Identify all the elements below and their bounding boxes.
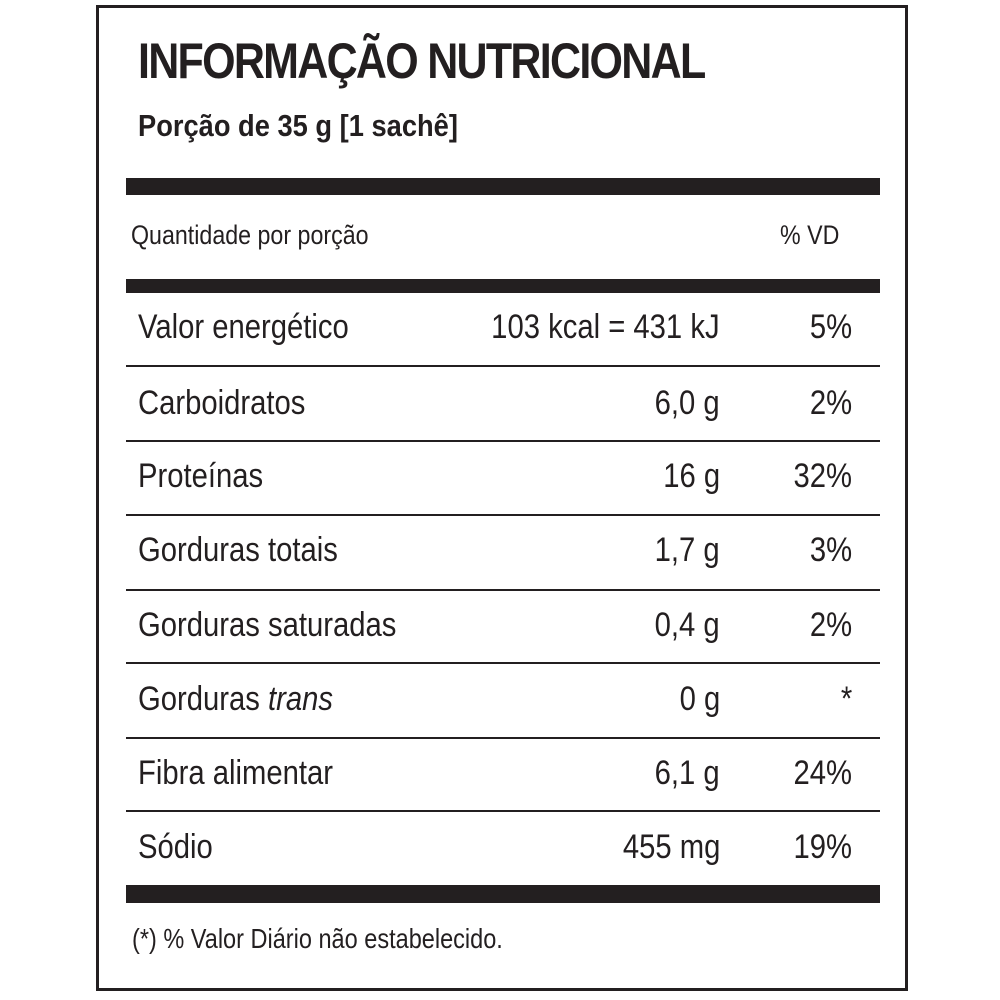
row-divider xyxy=(126,514,880,516)
header-vd-label: % VD xyxy=(780,220,840,250)
row-divider xyxy=(126,440,880,442)
nutrient-name: Carboidratos xyxy=(138,384,306,422)
nutrient-amount: 6,1 g xyxy=(654,754,720,792)
nutrient-vd: 2% xyxy=(809,606,852,644)
nutrient-amount: 455 mg xyxy=(622,828,720,866)
nutrient-vd: 32% xyxy=(793,457,852,495)
nutrient-name: Sódio xyxy=(138,828,213,866)
table-row: Fibra alimentar 6,1 g 24% xyxy=(126,750,880,798)
portion-size: Porção de 35 g [1 sachê] xyxy=(138,108,458,143)
nutrient-vd: 19% xyxy=(793,828,852,866)
nutrient-name: Fibra alimentar xyxy=(138,754,334,792)
nutrient-vd: * xyxy=(840,680,852,718)
table-row: Proteínas 16 g 32% xyxy=(126,453,880,501)
row-divider xyxy=(126,365,880,367)
nutrient-amount: 0,4 g xyxy=(654,606,720,644)
label-title: INFORMAÇÃO NUTRICIONAL xyxy=(138,33,706,89)
header-quantity-label: Quantidade por porção xyxy=(131,220,369,250)
row-divider xyxy=(126,737,880,739)
nutrient-vd: 2% xyxy=(809,384,852,422)
nutrient-name-italic: trans xyxy=(268,680,334,718)
nutrient-amount: 6,0 g xyxy=(654,384,720,422)
nutrient-name: Gorduras saturadas xyxy=(138,606,397,644)
thick-divider-bottom xyxy=(126,885,880,903)
nutrient-vd: 24% xyxy=(793,754,852,792)
label-frame xyxy=(96,5,908,991)
row-divider xyxy=(126,589,880,591)
nutrient-name: Proteínas xyxy=(138,457,264,495)
table-row: Gorduras trans 0 g * xyxy=(126,676,880,724)
thick-divider-top xyxy=(126,178,880,195)
table-row: Gorduras saturadas 0,4 g 2% xyxy=(126,602,880,650)
nutrient-vd: 3% xyxy=(809,531,852,569)
table-row: Sódio 455 mg 19% xyxy=(126,824,880,872)
nutrient-name: Gorduras trans xyxy=(138,682,333,716)
nutrient-amount: 0 g xyxy=(679,680,720,718)
row-divider xyxy=(126,662,880,664)
nutrient-name: Valor energético xyxy=(138,308,349,346)
nutrient-amount: 103 kcal = 431 kJ xyxy=(491,308,720,346)
row-divider xyxy=(126,810,880,812)
nutrient-name: Gorduras totais xyxy=(138,531,338,569)
nutrient-name-prefix: Gorduras xyxy=(138,680,269,718)
table-row: Carboidratos 6,0 g 2% xyxy=(126,380,880,428)
nutrient-amount: 16 g xyxy=(663,457,720,495)
table-row: Gorduras totais 1,7 g 3% xyxy=(126,527,880,575)
nutrient-amount: 1,7 g xyxy=(654,531,720,569)
table-row: Valor energético 103 kcal = 431 kJ 5% xyxy=(126,304,880,352)
thick-divider-header xyxy=(126,279,880,293)
nutrient-vd: 5% xyxy=(809,308,852,346)
footnote: (*) % Valor Diário não estabelecido. xyxy=(132,923,503,954)
